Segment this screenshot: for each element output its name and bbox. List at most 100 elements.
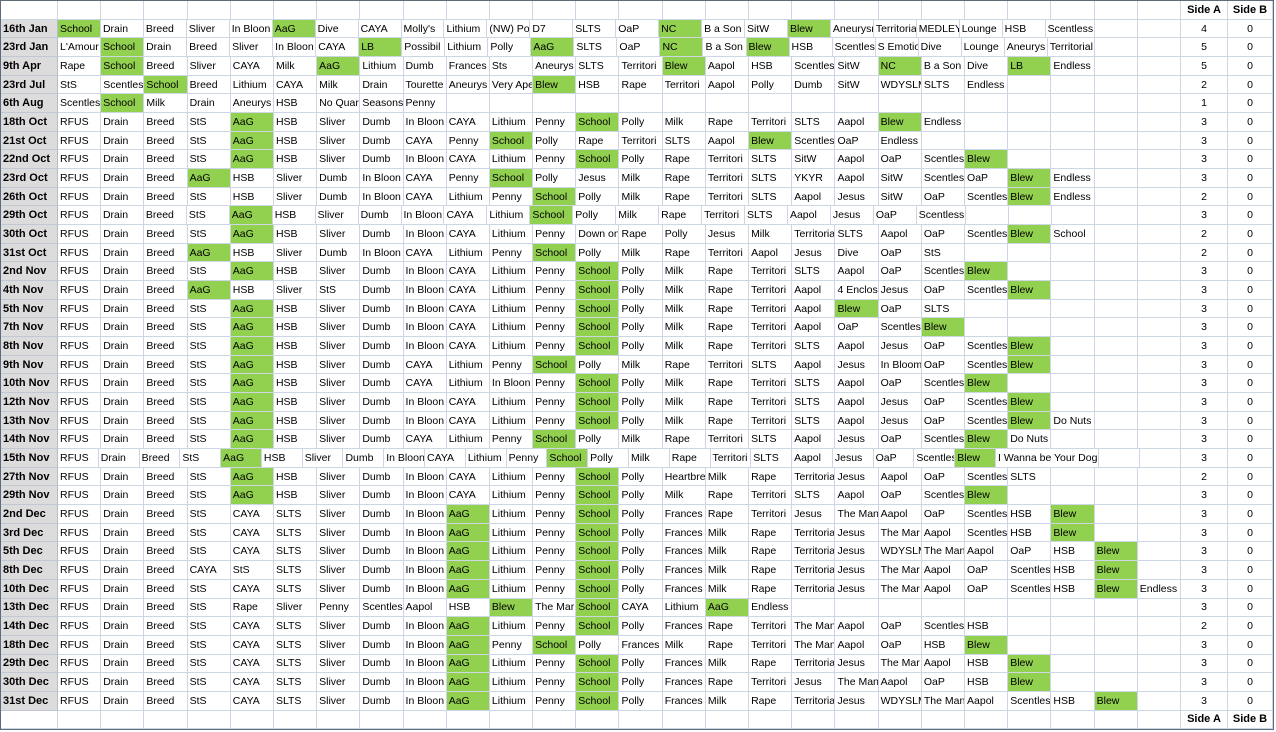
song-cell[interactable]: School (1051, 225, 1095, 244)
song-cell[interactable]: SLTS (792, 262, 836, 282)
song-cell[interactable]: Breed (144, 262, 188, 282)
side-a-value[interactable]: 3 (1180, 486, 1228, 506)
song-cell[interactable]: Scentles (965, 355, 1009, 375)
song-cell[interactable]: Lithium (444, 19, 488, 39)
song-cell[interactable] (1094, 38, 1138, 58)
date-cell[interactable]: 5th Nov (1, 299, 58, 319)
song-cell[interactable]: Milk (662, 318, 706, 338)
song-cell[interactable]: Rape (576, 131, 620, 151)
song-cell[interactable]: Territori (749, 486, 793, 506)
song-cell[interactable]: SLTS (273, 561, 318, 580)
side-b-value[interactable]: 0 (1227, 561, 1273, 580)
song-cell[interactable]: Rape (662, 187, 706, 207)
song-cell[interactable]: Drain (144, 38, 188, 58)
side-b-value[interactable]: 0 (1227, 691, 1273, 711)
song-cell[interactable]: StS (187, 225, 231, 244)
song-cell[interactable]: SLTS (749, 355, 793, 375)
song-cell[interactable]: OaP (921, 467, 966, 487)
song-cell[interactable]: HSB (273, 262, 318, 282)
song-cell[interactable]: HSB (965, 654, 1009, 674)
song-cell[interactable]: Aapol (749, 243, 793, 263)
song-cell[interactable]: Breed (144, 486, 188, 506)
header-cell[interactable] (533, 1, 577, 20)
song-cell[interactable] (1051, 243, 1095, 263)
song-cell[interactable]: RFUS (58, 225, 102, 244)
song-cell[interactable]: Heartbre (662, 467, 706, 487)
side-b-value[interactable]: 0 (1228, 449, 1273, 468)
song-cell[interactable] (1137, 654, 1181, 674)
song-cell[interactable] (1137, 318, 1181, 338)
side-b-value[interactable]: 0 (1227, 505, 1273, 524)
song-cell[interactable]: CAYA (230, 617, 274, 636)
song-cell[interactable]: SLTS (273, 579, 318, 599)
song-cell[interactable]: RFUS (58, 505, 102, 524)
song-cell[interactable]: Penny (533, 617, 577, 636)
song-cell[interactable]: Penny (533, 113, 577, 132)
song-cell[interactable] (1008, 150, 1052, 170)
song-cell[interactable]: SitW (878, 169, 922, 188)
song-cell[interactable] (1051, 75, 1095, 95)
song-cell[interactable]: Do Nuts (1008, 430, 1052, 450)
song-cell[interactable]: Scentles (1008, 691, 1052, 711)
song-cell[interactable]: Penny (533, 486, 577, 506)
song-cell[interactable]: RFUS (58, 654, 102, 674)
song-cell[interactable] (1137, 113, 1181, 132)
song-cell[interactable]: Blew (1008, 187, 1052, 207)
song-cell[interactable]: School (576, 337, 620, 356)
side-b-value[interactable]: 0 (1227, 94, 1273, 114)
song-cell[interactable]: HSB (273, 225, 318, 244)
song-cell[interactable]: Aapol (705, 57, 750, 76)
song-cell[interactable]: RFUS (58, 337, 102, 356)
side-a-value[interactable]: 3 (1180, 505, 1228, 524)
footer-side-a-label[interactable]: Side A (1180, 710, 1228, 730)
footer-cell[interactable] (187, 710, 231, 730)
song-cell[interactable]: Dumb (317, 243, 361, 263)
song-cell[interactable]: SitW (835, 57, 879, 76)
song-cell[interactable] (1094, 187, 1138, 207)
song-cell[interactable]: Drain (101, 505, 145, 524)
song-cell[interactable]: HSB (273, 393, 318, 412)
song-cell[interactable]: StS (187, 262, 231, 282)
footer-cell[interactable] (317, 710, 361, 730)
song-cell[interactable] (1137, 299, 1181, 319)
song-cell[interactable]: Polly (619, 299, 663, 319)
song-cell[interactable]: HSB (576, 75, 620, 95)
date-cell[interactable]: 29th Oct (1, 206, 58, 226)
song-cell[interactable]: AaG (230, 113, 274, 132)
song-cell[interactable]: Rape (705, 673, 750, 692)
song-cell[interactable] (1137, 411, 1181, 431)
song-cell[interactable]: In Bloon (403, 617, 447, 636)
song-cell[interactable]: Polly (619, 411, 663, 431)
song-cell[interactable]: Breed (144, 467, 188, 487)
song-cell[interactable]: RFUS (58, 523, 102, 543)
song-cell[interactable]: SLTS (273, 617, 318, 636)
song-cell[interactable]: Territoria (792, 225, 836, 244)
song-cell[interactable]: Aapol (835, 411, 879, 431)
song-cell[interactable]: AaG (230, 430, 274, 450)
song-cell[interactable]: Penny (533, 299, 577, 319)
date-cell[interactable]: 10th Dec (1, 579, 58, 599)
song-cell[interactable]: Scentles (360, 598, 404, 618)
song-cell[interactable]: StS (230, 561, 274, 580)
date-cell[interactable]: 23rd Oct (1, 169, 58, 188)
song-cell[interactable]: Down on (576, 225, 620, 244)
song-cell[interactable]: Blew (1094, 691, 1138, 711)
song-cell[interactable] (1137, 337, 1181, 356)
song-cell[interactable]: School (144, 75, 188, 95)
song-cell[interactable]: Blew (965, 430, 1009, 450)
song-cell[interactable]: Sliver (317, 113, 361, 132)
song-cell[interactable]: School (576, 542, 620, 562)
song-cell[interactable]: Sliver (186, 19, 230, 39)
song-cell[interactable]: School (576, 598, 620, 618)
song-cell[interactable]: Dumb (360, 579, 404, 599)
song-cell[interactable] (1137, 187, 1181, 207)
song-cell[interactable] (1094, 150, 1138, 170)
song-cell[interactable]: Rape (662, 430, 706, 450)
song-cell[interactable]: Polly (619, 561, 663, 580)
song-cell[interactable]: AaG (446, 635, 490, 655)
song-cell[interactable]: Territoria (792, 579, 836, 599)
song-cell[interactable]: School (533, 355, 577, 375)
song-cell[interactable] (1137, 635, 1181, 655)
footer-cell[interactable] (749, 710, 793, 730)
song-cell[interactable]: Sliver (315, 206, 359, 226)
